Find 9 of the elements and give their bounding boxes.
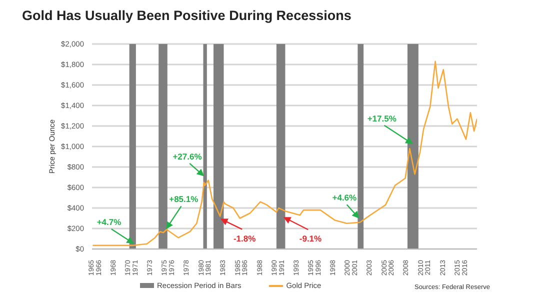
annotation: +27.6% bbox=[172, 151, 202, 162]
annotation: +17.5% bbox=[367, 113, 397, 124]
annotation: +85.1% bbox=[169, 194, 199, 204]
line-series bbox=[92, 60, 477, 246]
annotation: -9.1% bbox=[299, 234, 322, 244]
annotation: +4.7% bbox=[96, 217, 122, 228]
chart-title: Gold Has Usually Been Positive During Recessions bbox=[22, 8, 352, 23]
annotation: +4.6% bbox=[332, 192, 358, 203]
annotation: -1.8% bbox=[233, 233, 256, 244]
